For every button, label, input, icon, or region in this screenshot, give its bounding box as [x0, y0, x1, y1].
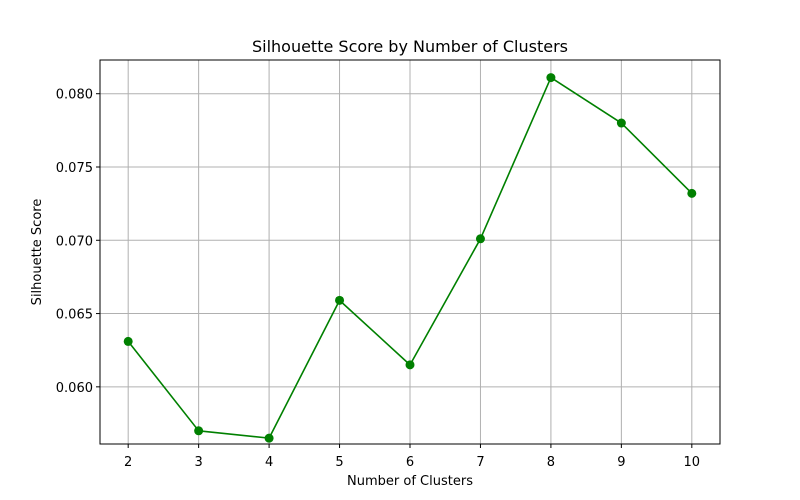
- data-point: [687, 188, 697, 198]
- x-tick-label: 6: [406, 455, 414, 470]
- x-tick-label: 3: [194, 455, 202, 470]
- x-tick-label: 9: [617, 455, 625, 470]
- x-tick-label: 2: [124, 455, 132, 470]
- y-tick-label: 0.075: [56, 161, 93, 176]
- y-tick-label: 0.080: [56, 88, 93, 103]
- x-tick-label: 5: [335, 455, 343, 470]
- series-layer: [123, 73, 697, 443]
- y-tick-label: 0.070: [56, 234, 93, 249]
- data-point: [475, 234, 485, 244]
- data-point: [194, 426, 204, 436]
- data-point: [123, 336, 133, 346]
- x-tick-label: 8: [547, 455, 555, 470]
- y-axis-label: Silhouette Score: [30, 199, 45, 306]
- y-axis-ticks: 0.060 0.065 0.070 0.075 0.080: [56, 88, 100, 396]
- y-tick-label: 0.065: [56, 308, 93, 323]
- x-tick-label: 10: [684, 455, 701, 470]
- x-axis-label: Number of Clusters: [347, 474, 473, 489]
- data-point: [616, 118, 626, 128]
- data-point: [335, 295, 345, 305]
- data-point: [405, 360, 415, 370]
- chart-title: Silhouette Score by Number of Clusters: [252, 37, 568, 56]
- y-tick-label: 0.060: [56, 381, 93, 396]
- data-point: [264, 433, 274, 443]
- x-tick-label: 7: [476, 455, 484, 470]
- data-point: [546, 73, 556, 83]
- x-tick-label: 4: [265, 455, 273, 470]
- grid-lines: [100, 60, 720, 444]
- x-axis-ticks: 2 3 4 5 6 7 8 9 10: [124, 444, 700, 470]
